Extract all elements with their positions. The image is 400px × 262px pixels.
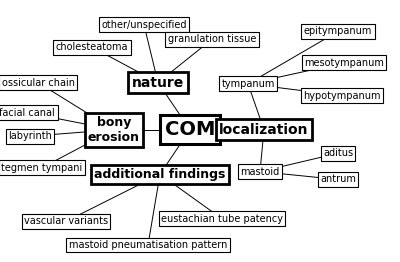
Text: nature: nature bbox=[132, 75, 184, 90]
Text: localization: localization bbox=[219, 123, 309, 137]
Text: hypotympanum: hypotympanum bbox=[303, 91, 381, 101]
Text: granulation tissue: granulation tissue bbox=[168, 34, 256, 44]
Text: other/unspecified: other/unspecified bbox=[101, 20, 187, 30]
Text: vascular variants: vascular variants bbox=[24, 216, 108, 226]
Text: facial canal: facial canal bbox=[0, 108, 55, 118]
Text: tympanum: tympanum bbox=[221, 79, 275, 89]
Text: mastoid: mastoid bbox=[240, 167, 280, 177]
Text: ossicular chain: ossicular chain bbox=[2, 78, 74, 88]
Text: aditus: aditus bbox=[323, 148, 353, 158]
Text: mastoid pneumatisation pattern: mastoid pneumatisation pattern bbox=[69, 240, 227, 250]
Text: epitympanum: epitympanum bbox=[304, 26, 372, 36]
Text: tegmen tympani: tegmen tympani bbox=[1, 163, 83, 173]
Text: cholesteatoma: cholesteatoma bbox=[56, 42, 128, 52]
Text: antrum: antrum bbox=[320, 174, 356, 184]
Text: labyrinth: labyrinth bbox=[8, 131, 52, 141]
Text: eustachian tube patency: eustachian tube patency bbox=[161, 214, 283, 224]
Text: bony
erosion: bony erosion bbox=[88, 116, 140, 144]
Text: mesotympanum: mesotympanum bbox=[304, 58, 384, 68]
Text: additional findings: additional findings bbox=[94, 168, 226, 181]
Text: COM: COM bbox=[165, 120, 215, 139]
